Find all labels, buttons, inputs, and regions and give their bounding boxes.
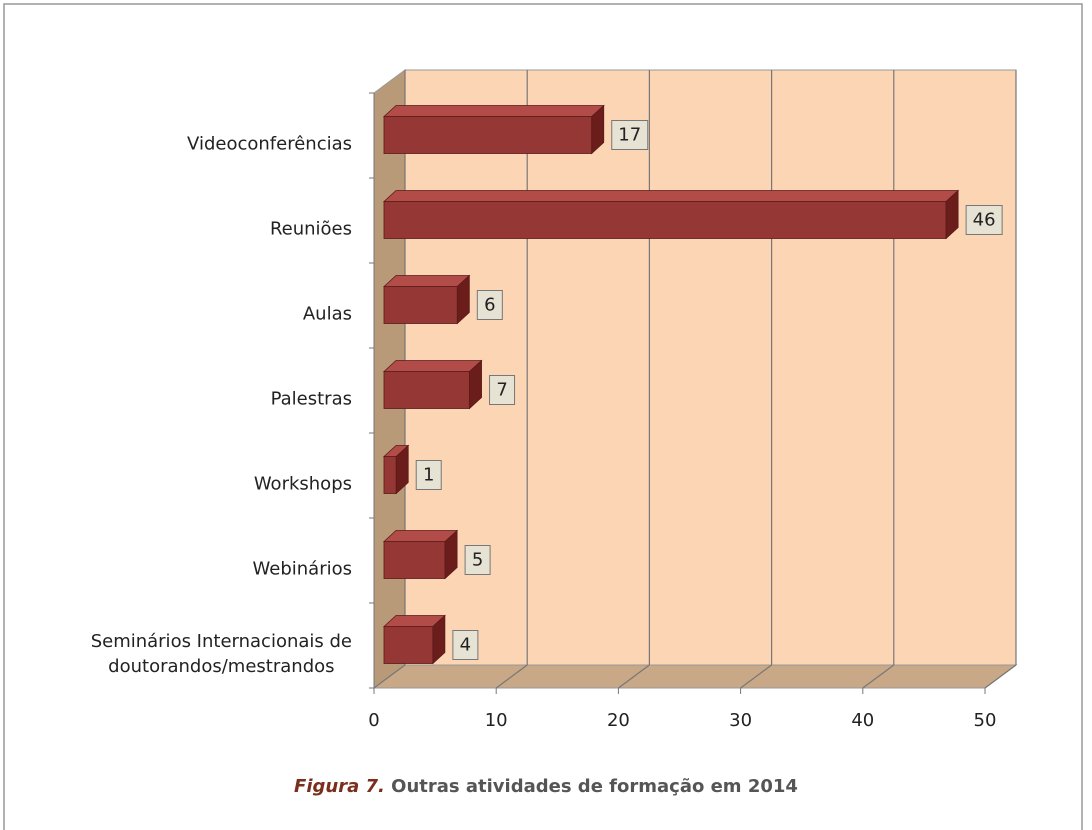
bar-front (383, 541, 446, 579)
value-label-box (611, 120, 649, 150)
grid-line (740, 664, 772, 689)
bar-front (383, 626, 434, 664)
value-label: 5 (472, 550, 483, 571)
bar-top (382, 190, 960, 202)
bar-top (382, 105, 605, 117)
bar (382, 274, 471, 325)
bar (382, 529, 459, 580)
x-tick-label: 30 (729, 710, 752, 731)
x-tick-label: 10 (485, 710, 508, 731)
x-tick-label: 50 (974, 710, 997, 731)
grid-line (984, 664, 1017, 689)
bar-side (945, 189, 959, 240)
x-tick-label: 20 (607, 710, 630, 731)
value-label: 4 (460, 635, 471, 656)
bar-side (444, 529, 458, 580)
bar (382, 614, 446, 665)
value-label: 17 (618, 125, 641, 146)
bar (382, 359, 483, 410)
value-label: 6 (484, 295, 495, 316)
x-tick-label: 0 (368, 710, 379, 731)
caption: Figura 7. Outras atividades de formação … (294, 776, 798, 797)
grid-line (618, 664, 650, 689)
y-tick-label: Videoconferências (187, 133, 352, 154)
frame (3, 3, 1083, 830)
grid-line (862, 664, 895, 689)
value-label-box (489, 375, 516, 405)
bar (382, 189, 960, 240)
bar-top (382, 275, 471, 287)
y-tick-label: Seminários Internacionais de doutorandos… (90, 630, 352, 677)
bar-side (469, 359, 482, 410)
value-label-box (464, 545, 491, 575)
y-tick-label: Aulas (302, 303, 352, 324)
y-tick-label: Workshops (253, 473, 352, 494)
bar-front (383, 371, 470, 409)
bar (382, 104, 605, 155)
bar-front (383, 201, 947, 239)
x-tick-label: 40 (851, 710, 874, 731)
bar-side (432, 614, 446, 665)
value-label-box (476, 290, 503, 320)
value-label-box (452, 630, 479, 660)
bar-front (383, 286, 458, 324)
value-label: 7 (496, 380, 507, 401)
value-label-box (965, 205, 1003, 235)
bar-side (591, 104, 605, 155)
back-wall (404, 69, 1017, 666)
bar-side (395, 444, 409, 495)
bar-front (383, 456, 397, 494)
grid-line (495, 664, 528, 689)
bar-side (456, 274, 470, 325)
floor (372, 664, 1018, 689)
value-label: 1 (423, 465, 434, 486)
y-tick-label: Palestras (270, 388, 352, 409)
value-label: 46 (973, 210, 996, 231)
grid-line (373, 664, 406, 689)
y-tick-label: Reuniões (269, 218, 352, 239)
bar-top (382, 530, 459, 542)
chart-title: Outras atividades de formação em 2014 (391, 776, 798, 797)
value-label-box (415, 460, 442, 490)
y-tick-label: Webinários (252, 558, 352, 579)
bar (382, 444, 410, 495)
bar-top (382, 360, 483, 372)
bar-front (383, 116, 593, 154)
caption-label: Figura 7. (294, 776, 385, 797)
